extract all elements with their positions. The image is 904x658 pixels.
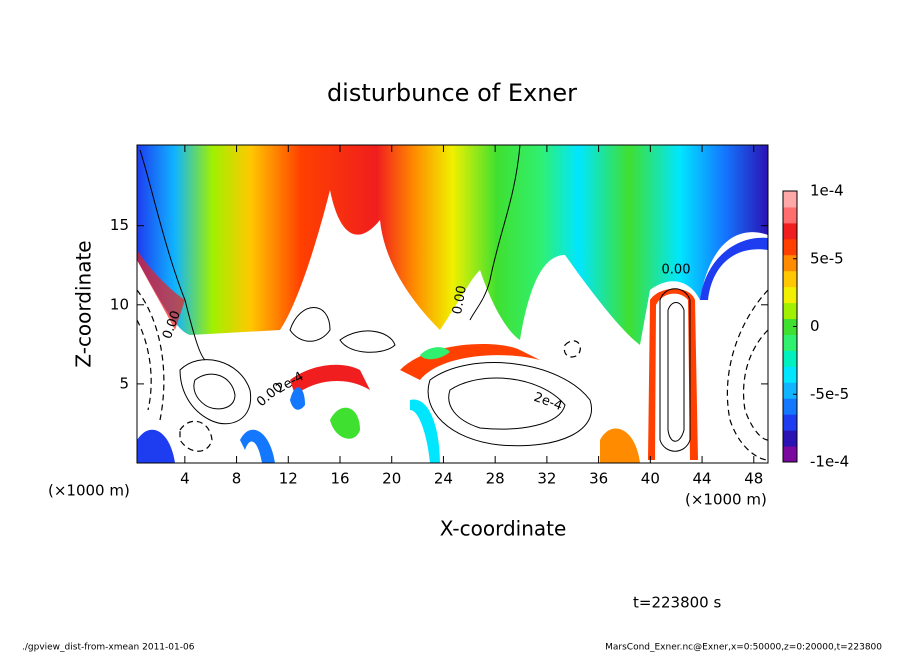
colorbar-band xyxy=(783,206,797,224)
colorbar-tick-label: -1e-4 xyxy=(810,453,849,471)
y-axis-label: Z-coordinate xyxy=(72,240,96,367)
y-tick-label: 15 xyxy=(110,216,129,234)
field xyxy=(136,144,769,463)
y-tick-label: 10 xyxy=(110,295,129,313)
colorbar-tick-label: -5e-5 xyxy=(810,385,849,403)
colorbar-band xyxy=(783,254,797,272)
colorbar-band xyxy=(783,286,797,304)
x-tick-label: 28 xyxy=(486,470,505,488)
contour-label: 0.00 xyxy=(662,263,691,278)
colorbar-band xyxy=(783,334,797,351)
colorbar-band xyxy=(783,191,797,208)
contour-label: 0.00 xyxy=(450,284,470,315)
colorbar-tick-label: 0 xyxy=(810,317,820,335)
annotation: t=223800 s xyxy=(633,594,721,612)
x-tick-label: 40 xyxy=(641,470,660,488)
footer-right: MarsCond_Exner.nc@Exner,x=0:50000,z=0:20… xyxy=(605,643,882,653)
x-tick-label: 36 xyxy=(589,470,608,488)
y-tick-label: 5 xyxy=(119,374,129,392)
colorbar-band xyxy=(783,366,797,383)
colorbar-band xyxy=(783,382,797,399)
x-tick-label: 16 xyxy=(330,470,349,488)
colorbar-band xyxy=(783,270,797,288)
x-tick-label: 44 xyxy=(693,470,712,488)
colorbar-band xyxy=(783,414,797,431)
colorbar-band xyxy=(783,430,797,447)
chart-title: disturbunce of Exner xyxy=(327,79,577,107)
colorbar-tick-label: 1e-4 xyxy=(810,182,844,200)
colorbar-tick-label: 5e-5 xyxy=(810,249,844,267)
x-tick-label: 4 xyxy=(180,470,190,488)
colorbar-band xyxy=(783,238,797,256)
x-axis-label: X-coordinate xyxy=(440,517,567,541)
x-tick-label: 8 xyxy=(232,470,242,488)
colorbar-band xyxy=(783,446,797,463)
colorbar-band xyxy=(783,318,797,335)
x-tick-label: 48 xyxy=(744,470,763,488)
footer-left: ./gpview_dist-from-xmean 2011-01-06 xyxy=(22,643,195,653)
colorbar-band xyxy=(783,398,797,415)
plot-frame xyxy=(136,144,769,464)
colorbar-band xyxy=(783,222,797,240)
x-tick-label: 24 xyxy=(434,470,453,488)
colorbar-band xyxy=(783,302,797,320)
x-tick-label: 12 xyxy=(279,470,298,488)
x-tick-label: 32 xyxy=(537,470,556,488)
x-tick-label: 20 xyxy=(382,470,401,488)
x-unit-label: (×1000 m) xyxy=(48,482,130,500)
x-unit-label: (×1000 m) xyxy=(685,491,767,509)
colorbar-band xyxy=(783,350,797,367)
